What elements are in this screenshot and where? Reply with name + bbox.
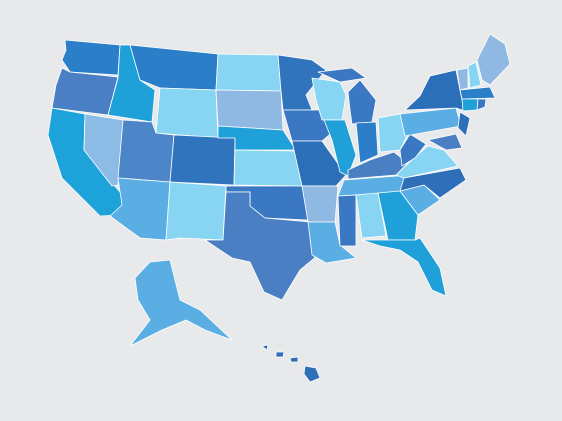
- state-wv: [399, 133, 427, 167]
- state-ky: [347, 151, 409, 180]
- state-nd: [215, 53, 282, 92]
- state-fl: [361, 237, 447, 297]
- state-wy: [155, 87, 219, 139]
- state-tx: [204, 191, 319, 301]
- state-nv: [83, 113, 124, 187]
- state-mi-upper: [317, 67, 367, 83]
- state-ms: [337, 194, 357, 247]
- state-ak: [129, 259, 233, 347]
- state-me: [476, 33, 511, 86]
- state-hi-3: [289, 356, 299, 363]
- state-in: [355, 121, 379, 164]
- state-ri: [476, 98, 487, 111]
- state-nc: [399, 167, 467, 199]
- state-hi-4: [303, 365, 321, 383]
- state-ks: [233, 149, 303, 187]
- state-la: [307, 221, 357, 264]
- state-nh: [467, 61, 482, 89]
- state-mo: [291, 140, 347, 187]
- state-ar: [301, 185, 339, 223]
- state-ga: [377, 190, 419, 241]
- state-ct: [461, 98, 479, 112]
- state-nm: [165, 181, 227, 241]
- state-hi-2: [275, 351, 285, 358]
- states: [47, 33, 511, 383]
- state-vt: [456, 67, 469, 91]
- state-hi-1: [261, 344, 269, 351]
- state-ma: [459, 86, 496, 100]
- state-md: [427, 133, 463, 151]
- state-wa: [61, 39, 121, 76]
- state-al: [355, 192, 387, 239]
- state-nj: [457, 111, 471, 137]
- state-sd: [215, 89, 284, 131]
- state-mn: [277, 54, 327, 111]
- state-co: [169, 134, 236, 186]
